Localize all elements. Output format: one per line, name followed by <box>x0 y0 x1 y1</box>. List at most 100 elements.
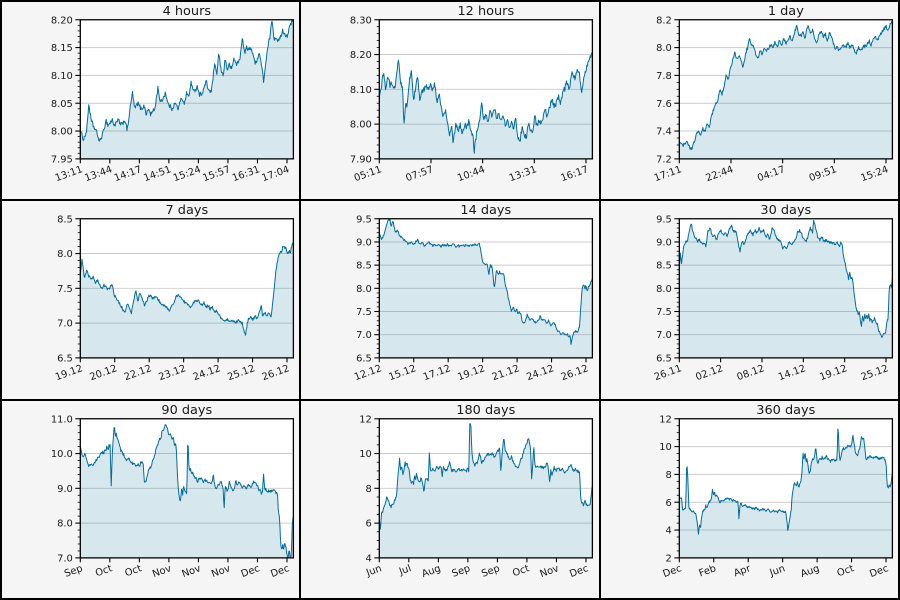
y-tick-label: 12 <box>360 414 373 425</box>
series-area <box>678 220 893 359</box>
y-tick-label: 11.0 <box>51 414 73 425</box>
series-area <box>379 52 593 159</box>
chart-title: 180 days <box>457 403 516 418</box>
y-tick-label: 12 <box>659 414 672 425</box>
y-tick-label: 9.0 <box>57 484 73 495</box>
y-tick-label: 8.20 <box>350 50 372 61</box>
chart-title: 12 hours <box>458 4 515 19</box>
series-area <box>678 428 893 558</box>
y-tick-label: 7.95 <box>51 154 73 165</box>
y-tick-label: 7.6 <box>656 99 672 110</box>
y-tick-label: 8.00 <box>350 120 372 131</box>
y-tick-label: 6.5 <box>356 354 372 365</box>
plot-background <box>678 418 893 558</box>
y-tick-label: 7.90 <box>350 154 372 165</box>
y-tick-label: 7.2 <box>656 154 672 165</box>
y-tick-label: 9.0 <box>656 238 672 249</box>
chart-title: 90 days <box>161 403 212 418</box>
series-line <box>79 423 294 559</box>
y-tick-label: 8.5 <box>656 261 672 272</box>
plot-border <box>678 19 893 160</box>
chart-svg: 7.958.008.058.108.158.2013:1113:4414:171… <box>2 2 300 200</box>
chart-svg: 6.57.07.58.08.59.09.512.12 15.12 17.12 19.1… <box>301 201 599 399</box>
y-tick-label: 8.0 <box>656 284 672 295</box>
y-tick-label: 8.5 <box>57 215 73 226</box>
series-line <box>678 20 893 151</box>
y-tick-label: 7.0 <box>57 319 73 330</box>
chart-title: 30 days <box>760 203 811 218</box>
y-tick-label: 6 <box>366 518 372 529</box>
y-tick-label: 8.00 <box>51 127 73 138</box>
series-area <box>80 242 294 359</box>
y-tick-label: 7.0 <box>57 553 73 564</box>
y-tick-label: 8.0 <box>57 249 73 260</box>
y-tick-label: 8.30 <box>350 15 372 26</box>
series-line <box>678 428 893 535</box>
y-tick-label: 8 <box>366 484 372 495</box>
chart-title: 360 days <box>756 403 815 418</box>
y-tick-label: 9.5 <box>656 215 672 226</box>
plot-border <box>678 417 893 559</box>
plot-background <box>80 19 294 159</box>
chart-panel-14-days: 6.5 7.0 7.5 8.0 8.5 9.0 9.5 12.12 15.12 17.12 19.1… <box>301 201 599 399</box>
plot-border <box>378 417 594 559</box>
plot-border <box>79 19 295 160</box>
plot-border <box>678 218 893 359</box>
y-tick-label: 8.10 <box>51 71 73 82</box>
y-tick-label: 7.0 <box>656 331 672 342</box>
y-tick-label: 7.0 <box>356 331 372 342</box>
chart-panel-7-days: 6.5 7.0 7.5 8.0 8.5 19.12 20.12 22.12 23.12 24.12… <box>2 201 300 399</box>
chart-svg: 6.57.07.58.08.519.12 20.12 22.12 23.12 24.12… <box>2 201 300 399</box>
y-tick-label: 7.8 <box>656 71 672 82</box>
chart-panel-4-hours: 7.95 8.00 8.05 8.10 8.15 8.20 13:11 13:44 14:17 1… <box>2 2 300 200</box>
y-tick-label: 10 <box>360 449 373 460</box>
chart-title: 14 days <box>461 203 512 218</box>
series-area <box>678 20 893 159</box>
series-line <box>379 218 594 346</box>
chart-panel-1-day: 7.2 7.4 7.6 7.8 8.0 8.2 17:11 22:44 04:17 09:51 15… <box>600 2 898 200</box>
y-tick-label: 10.0 <box>51 449 73 460</box>
y-tick-label: 9.5 <box>356 215 372 226</box>
y-tick-label: 8.15 <box>51 43 73 54</box>
y-tick-label: 6.5 <box>656 354 672 365</box>
y-tick-label: 8.0 <box>656 43 672 54</box>
series-area <box>80 19 294 159</box>
y-tick-label: 7.5 <box>57 284 73 295</box>
y-tick-label: 8.0 <box>57 518 73 529</box>
y-tick-label: 10 <box>659 442 672 453</box>
y-tick-label: 8.10 <box>350 85 372 96</box>
plot-border <box>378 218 594 359</box>
plot-border <box>378 19 594 160</box>
chart-title: 7 days <box>166 203 209 218</box>
chart-panel-360-days: 2 4 6 8 10 12 Dec Feb Apr Jun Aug Oct Dec 360 days <box>600 400 898 598</box>
series-line <box>678 220 893 339</box>
series-line <box>79 19 294 142</box>
chart-panel-12-hours: 7.90 8.00 8.10 8.20 8.30 05:11 07:57 10:44 13:31… <box>301 2 599 200</box>
chart-svg: 6.57.07.58.08.59.09.526.11 02.12 08.12 14.1… <box>600 201 898 399</box>
y-tick-label: 6.5 <box>57 354 73 365</box>
chart-panel-180-days: 4 6 8 10 12 Jun Jul Aug Sep Sep Oct Nov Dec 180 days <box>301 400 599 598</box>
y-tick-label: 9.0 <box>356 238 372 249</box>
x-tick-label: Jul <box>397 563 413 578</box>
chart-panel-90-days: 7.0 8.0 9.0 10.0 11.0 Sep Oct Oct Nov Nov Nov Dec De… <box>2 400 300 598</box>
y-tick-label: 4 <box>665 525 671 536</box>
chart-title: 1 day <box>768 4 804 19</box>
series-area <box>379 423 593 558</box>
chart-title: 4 hours <box>163 4 212 19</box>
series-line <box>379 422 594 530</box>
series-line <box>79 242 294 337</box>
series-area <box>379 219 593 359</box>
y-tick-label: 8.0 <box>356 284 372 295</box>
y-tick-label: 8.05 <box>51 99 73 110</box>
y-tick-label: 7.5 <box>656 307 672 318</box>
y-tick-label: 2 <box>665 553 671 564</box>
y-tick-label: 4 <box>366 553 372 564</box>
y-tick-label: 7.4 <box>656 127 672 138</box>
x-tick-label: Jun <box>767 563 786 579</box>
y-tick-label: 8.5 <box>356 261 372 272</box>
y-tick-label: 7.5 <box>356 307 372 318</box>
